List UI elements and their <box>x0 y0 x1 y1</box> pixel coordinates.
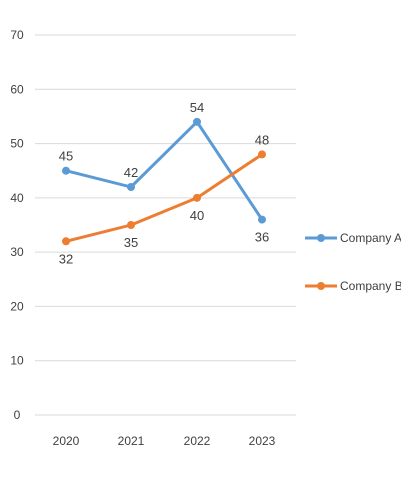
legend-label: Company B <box>340 279 401 293</box>
data-label: 42 <box>124 165 138 180</box>
data-label: 36 <box>255 230 269 245</box>
y-tick-label: 60 <box>10 82 24 96</box>
data-label: 48 <box>255 132 269 147</box>
y-tick-label: 50 <box>10 137 24 151</box>
data-label: 35 <box>124 235 138 250</box>
x-tick-label: 2022 <box>184 434 211 448</box>
y-tick-label: 40 <box>10 191 24 205</box>
data-point <box>193 117 201 126</box>
legend: Company A Company B <box>305 231 401 293</box>
legend-marker <box>317 234 325 242</box>
series-layer <box>62 117 266 246</box>
data-label: 32 <box>59 251 73 266</box>
y-tick-label: 70 <box>10 28 24 42</box>
x-axis-ticks: 2020 2021 2022 2023 <box>53 434 276 448</box>
data-point <box>127 183 135 191</box>
x-tick-label: 2021 <box>118 434 145 448</box>
series-line-company-b <box>64 152 264 243</box>
data-point <box>127 221 135 229</box>
y-axis-ticks: 0 10 20 30 40 50 60 70 <box>10 28 24 422</box>
y-tick-label: 10 <box>10 354 24 368</box>
x-tick-label: 2020 <box>53 434 80 448</box>
data-point <box>258 150 266 159</box>
series-line-company-a <box>64 120 264 222</box>
data-point <box>62 237 70 246</box>
x-tick-label: 2023 <box>249 434 276 448</box>
data-label: 40 <box>190 208 204 223</box>
y-tick-label: 30 <box>10 245 24 259</box>
data-label: 54 <box>190 100 204 115</box>
y-tick-label: 0 <box>14 408 21 422</box>
legend-marker <box>317 282 325 290</box>
data-point <box>62 166 70 175</box>
legend-label: Company A <box>340 231 401 245</box>
grid-layer <box>35 34 296 416</box>
y-tick-label: 20 <box>10 299 24 313</box>
data-label: 45 <box>59 149 73 164</box>
data-point <box>258 215 266 224</box>
data-point <box>193 193 201 202</box>
data-labels: 45 42 54 36 32 35 40 48 <box>59 100 269 266</box>
